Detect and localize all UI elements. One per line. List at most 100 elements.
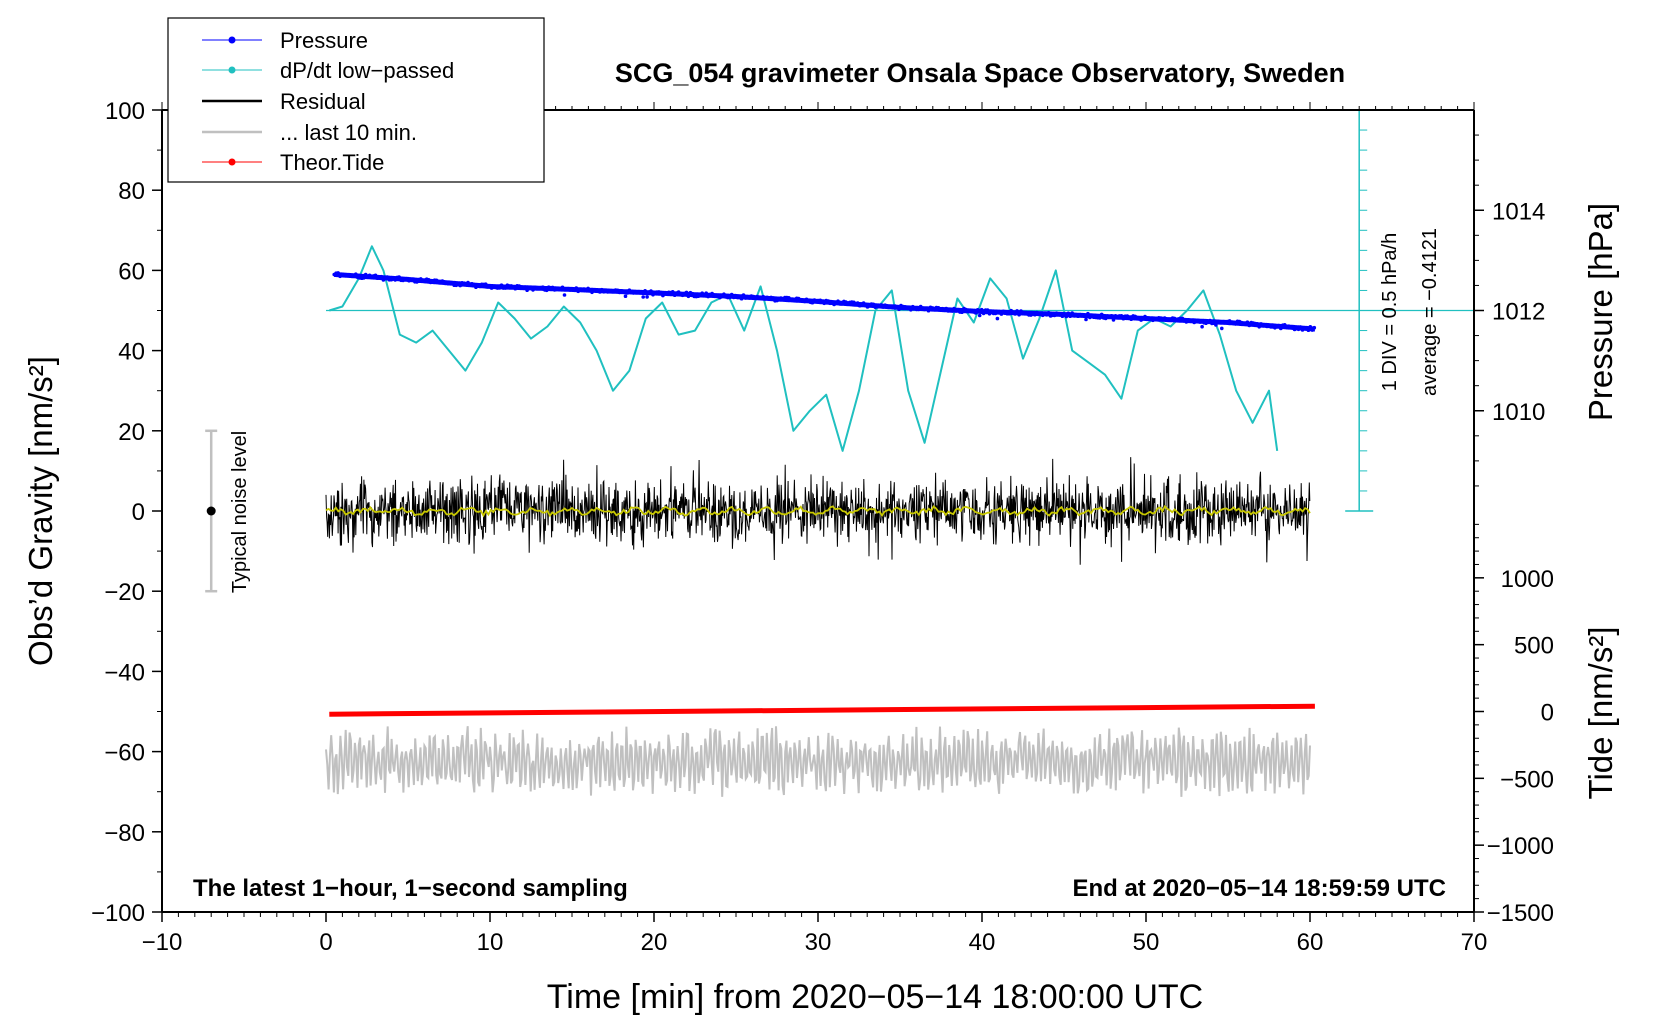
pressure-point	[1233, 322, 1238, 326]
tide-series-line	[329, 703, 1315, 717]
pressure-point	[531, 288, 535, 292]
pressure-point	[1279, 326, 1283, 331]
axes-layer: −10 0 10 20 30 40 50 60 70−100−80−60−40−20020406…	[91, 98, 1554, 956]
y-tick-label: −60	[104, 740, 145, 767]
pressure-point	[916, 307, 921, 312]
y-axis-label-tide: Tide [nm/s²]	[1582, 627, 1619, 800]
pressure-point	[397, 275, 401, 279]
pressure-point	[993, 311, 998, 316]
x-tick-label: −10	[142, 929, 183, 956]
pressure-point	[1129, 317, 1133, 322]
pressure-point	[722, 292, 726, 297]
pressure-point	[977, 313, 982, 318]
pressure-point	[855, 301, 860, 305]
pressure-point	[659, 290, 663, 295]
y-tick-label: −100	[91, 900, 145, 927]
pressure-point	[926, 308, 931, 313]
pressure-point	[361, 276, 366, 280]
pressure-point	[562, 293, 567, 297]
last10-series-line	[325, 726, 1311, 797]
pressure-point	[704, 291, 708, 296]
pressure-point	[1200, 324, 1204, 329]
pressure-point	[822, 301, 826, 306]
y-tick-label: −40	[104, 659, 145, 686]
pressure-point	[379, 274, 384, 279]
tide-tick-label: 0	[1541, 700, 1554, 727]
pressure-point	[560, 285, 565, 290]
x-tick-label: 60	[1297, 929, 1324, 956]
tide-tick-label: 1000	[1501, 566, 1554, 593]
pressure-point	[1007, 311, 1011, 316]
pressure-point	[649, 289, 653, 293]
y-axis-label-gravity: Obs’d Gravity [nm/s²]	[22, 356, 59, 666]
pressure-point	[960, 310, 964, 315]
average-label: average = −0.4121	[1419, 228, 1441, 396]
pressure-point	[1109, 314, 1114, 318]
pressure-point	[541, 285, 545, 290]
pressure-point	[1277, 323, 1281, 328]
pressure-point	[550, 285, 555, 290]
pressure-point	[645, 295, 649, 299]
pressure-point	[670, 290, 675, 294]
legend-dpdt-label: dP/dt low−passed	[280, 58, 454, 83]
pressure-point	[544, 288, 549, 293]
tide-tick-label: −1500	[1487, 900, 1554, 927]
pressure-point	[985, 308, 990, 312]
pressure-point	[503, 286, 508, 290]
legend-residual-label: Residual	[280, 89, 366, 114]
legend-tide-label: Theor.Tide	[280, 150, 384, 175]
pressure-point	[1310, 328, 1315, 332]
pressure-point	[639, 290, 643, 295]
pressure-point	[950, 309, 954, 313]
pressure-point	[1255, 322, 1259, 326]
pressure-tick-label: 1012	[1492, 299, 1545, 326]
pressure-point	[716, 293, 720, 298]
pressure-point	[1082, 313, 1086, 318]
pressure-point	[1013, 312, 1017, 316]
pressure-point	[1099, 312, 1104, 317]
pressure-point	[385, 275, 390, 279]
pressure-point	[1084, 317, 1088, 322]
pressure-point	[1086, 311, 1090, 316]
pressure-point	[623, 294, 628, 299]
x-tick-label: 40	[969, 929, 996, 956]
legend-dpdt-marker	[228, 66, 236, 74]
pressure-point	[426, 278, 431, 282]
pressure-point	[1218, 320, 1222, 324]
x-tick-label: 0	[319, 929, 332, 956]
pressure-point	[458, 283, 463, 288]
pressure-point	[643, 289, 647, 293]
pressure-point	[381, 278, 386, 282]
pressure-point	[513, 286, 518, 291]
y-tick-label: 100	[105, 98, 145, 125]
noise-center-dot	[206, 506, 216, 516]
pressure-point	[499, 283, 504, 288]
pressure-point	[974, 311, 978, 315]
legend-pressure-label: Pressure	[280, 28, 368, 53]
pressure-point	[728, 295, 732, 300]
pressure-point	[1312, 325, 1317, 330]
y-axis-label-pressure: Pressure [hPa]	[1582, 203, 1619, 421]
residual-smoothed-line	[325, 504, 1311, 518]
noise-level-label: Typical noise level	[229, 431, 251, 593]
pressure-point	[1298, 325, 1303, 329]
pressure-point	[997, 309, 1002, 314]
pressure-point	[686, 294, 691, 299]
residual-series-line	[325, 457, 1311, 565]
pressure-point	[373, 273, 378, 278]
end-time-annotation: End at 2020−05−14 18:59:59 UTC	[1072, 875, 1446, 902]
pressure-point	[952, 306, 956, 311]
y-tick-label: 60	[118, 258, 145, 285]
x-tick-label: 50	[1133, 929, 1160, 956]
pressure-tick-label: 1014	[1492, 198, 1545, 225]
pressure-point	[1198, 320, 1202, 324]
x-axis-label: Time [min] from 2020−05−14 18:00:00 UTC	[547, 978, 1203, 1016]
chart-title: SCG_054 gravimeter Onsala Space Observat…	[615, 58, 1345, 88]
x-tick-label: 20	[641, 929, 668, 956]
y-tick-label: 20	[118, 419, 145, 446]
pressure-point	[621, 289, 626, 294]
pressure-point	[1119, 314, 1124, 318]
series-layer	[205, 109, 1474, 797]
y-tick-label: 40	[118, 339, 145, 366]
